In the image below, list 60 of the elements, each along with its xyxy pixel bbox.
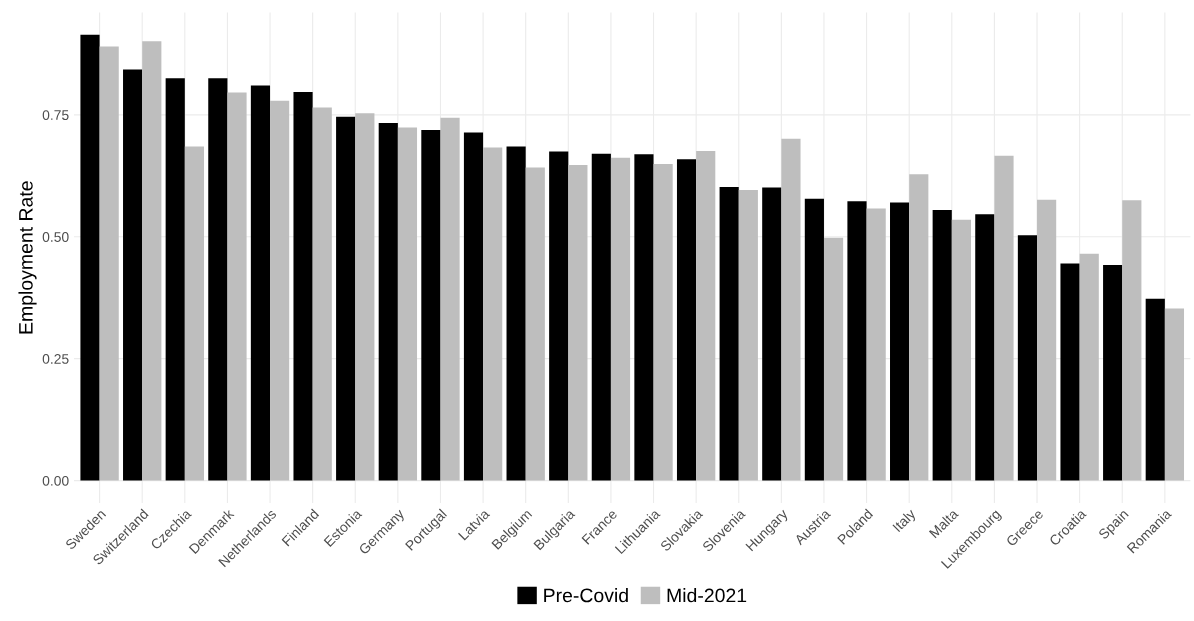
bar — [804, 198, 824, 481]
bar — [909, 174, 929, 481]
bar — [440, 117, 460, 481]
bar — [1164, 308, 1185, 481]
bar — [506, 146, 526, 481]
bar — [951, 219, 971, 481]
bar — [653, 164, 673, 481]
bar — [1122, 200, 1142, 481]
bar — [823, 237, 844, 481]
legend-label: Pre-Covid — [544, 588, 628, 603]
bar — [1145, 298, 1165, 481]
bar — [975, 214, 995, 481]
bar — [610, 157, 631, 481]
bar — [270, 100, 290, 481]
bar — [336, 116, 356, 481]
bar — [463, 132, 484, 481]
y-tick-label: 0.75 — [42, 110, 69, 120]
bar — [866, 208, 886, 481]
bar — [142, 41, 162, 481]
bar — [312, 107, 332, 481]
bar — [1017, 235, 1038, 481]
y-tick-label: 0.50 — [42, 232, 69, 242]
bar — [890, 202, 910, 481]
bar — [676, 159, 697, 481]
bar — [227, 92, 247, 481]
bar — [250, 85, 271, 481]
bar — [421, 129, 441, 481]
bar — [80, 34, 100, 481]
bar — [1103, 265, 1123, 481]
bar — [738, 189, 758, 481]
bar — [696, 150, 716, 481]
bar — [525, 167, 545, 481]
bar — [1079, 253, 1099, 481]
bar — [184, 146, 204, 481]
bar — [932, 209, 952, 481]
bar — [378, 123, 398, 481]
bar — [994, 155, 1014, 481]
bar — [99, 46, 119, 481]
bar — [591, 153, 611, 481]
y-tick-label: 0.25 — [42, 354, 69, 364]
x-tick-label: Italy — [892, 507, 919, 535]
bar — [781, 138, 801, 481]
bar — [355, 113, 375, 481]
bar — [1037, 199, 1057, 481]
bar — [549, 151, 569, 481]
bar — [165, 78, 185, 481]
y-axis-title: Employment Rate — [18, 181, 37, 334]
bar — [123, 69, 143, 481]
legend-label: Mid-2021 — [667, 588, 747, 603]
y-tick-label: 0.00 — [42, 475, 69, 486]
bar — [762, 187, 782, 481]
bar — [847, 201, 867, 481]
bar — [397, 127, 418, 481]
bar — [634, 154, 654, 481]
bar — [208, 78, 228, 481]
bar — [1060, 263, 1080, 481]
bar — [483, 147, 503, 481]
bar — [568, 165, 588, 481]
bar — [719, 187, 739, 481]
bar — [293, 91, 313, 481]
